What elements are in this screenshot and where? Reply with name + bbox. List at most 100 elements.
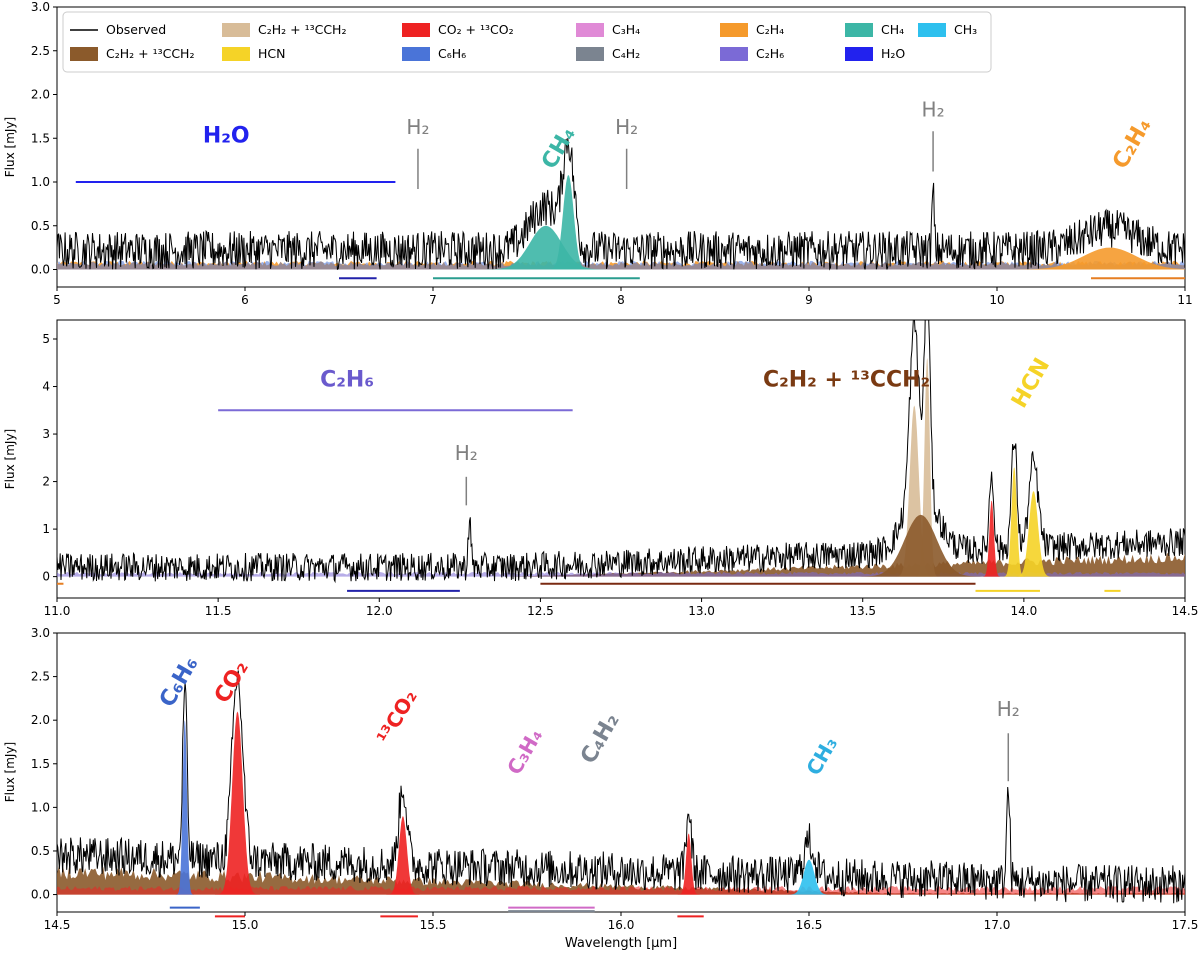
y-tick-label: 2.0: [31, 88, 50, 102]
panel-2-ylabel: Flux [mJy]: [3, 429, 17, 489]
panel-1-axes: 5 6 7 8 9 10 11 0.0 0.5 1.0 1.5 2.0 2.5 3.0: [31, 0, 1193, 307]
x-tick-label: 7: [429, 293, 437, 307]
x-tick-label: 13.0: [688, 604, 715, 618]
x-tick-label: 6: [241, 293, 249, 307]
x-tick-label: 17.5: [1172, 918, 1199, 932]
observed-spectrum: [57, 138, 1185, 271]
model-peak: [894, 405, 934, 577]
legend-swatch: [918, 23, 946, 37]
y-tick-label: 2.5: [31, 670, 50, 684]
panel-2-frame: [56, 319, 1186, 599]
x-tick-label: 14.0: [1010, 604, 1037, 618]
observed-spectrum: [57, 320, 1185, 584]
legend-swatch: [402, 47, 430, 61]
y-tick-label: 5: [42, 332, 50, 346]
y-tick-label: 0.5: [31, 219, 50, 233]
model-peak: [997, 247, 1185, 270]
x-tick-label: 13.5: [849, 604, 876, 618]
observed-spectrum: [57, 670, 1185, 904]
species-label: C₄H₂: [576, 709, 625, 768]
x-tick-label: 5: [53, 293, 61, 307]
panel-2-axes: 11.0 11.5 12.0 12.5 13.0 13.5 14.0 14.5 0 1 2 3 4 5: [42, 332, 1198, 618]
h2-marker-label: H₂: [455, 441, 478, 465]
legend-label: CH₄: [881, 22, 904, 37]
y-tick-label: 3: [42, 427, 50, 441]
legend-label: C₄H₂: [612, 46, 640, 61]
y-tick-label: 1.0: [31, 175, 50, 189]
species-label: ¹³CO₂: [372, 686, 422, 748]
y-tick-label: 2.0: [31, 713, 50, 727]
model-peak: [786, 859, 832, 895]
panel-2-annotations: H₂ C₂H₆ C₂H₂ + ¹³CCH₂ HCN: [57, 354, 1121, 592]
species-label: HCN: [1007, 354, 1055, 412]
legend-swatch: [576, 47, 604, 61]
panel-3-series: [57, 670, 1185, 904]
model-peak: [478, 225, 614, 270]
x-tick-label: 11.0: [44, 604, 71, 618]
y-tick-label: 3.0: [31, 0, 50, 14]
model-peak: [915, 358, 939, 577]
legend-frame: [62, 11, 992, 73]
model-peak: [386, 816, 420, 895]
y-tick-label: 0.0: [31, 888, 50, 902]
y-tick-label: 1.5: [31, 757, 50, 771]
x-tick-label: 15.0: [232, 918, 259, 932]
species-label: CH₃: [801, 733, 842, 780]
y-tick-label: 1.0: [31, 800, 50, 814]
x-tick-label: 10: [989, 293, 1004, 307]
y-tick-label: 0: [42, 570, 50, 584]
legend-label: C₂H₂ + ¹³CCH₂: [258, 22, 346, 37]
legend-label: C₂H₆: [756, 46, 784, 61]
panel-3-ylabel: Flux [mJy]: [3, 742, 17, 802]
model-fill-1: [57, 865, 1185, 895]
x-tick-label: 8: [617, 293, 625, 307]
model-peak: [175, 720, 194, 895]
x-tick-label: 9: [805, 293, 813, 307]
legend-swatch: [845, 47, 873, 61]
panel-1-ylabel: Flux [mJy]: [3, 117, 17, 177]
x-tick-label: 16.5: [796, 918, 823, 932]
legend-label: C₂H₄: [756, 22, 784, 37]
species-label: CO₂: [210, 657, 254, 708]
legend-label: C₆H₆: [438, 46, 466, 61]
y-tick-label: 0.5: [31, 844, 50, 858]
species-label: C₃H₄: [502, 724, 547, 778]
model-peak: [545, 175, 591, 270]
panel-1-series: [57, 138, 1185, 271]
species-label: CH₄: [537, 123, 581, 174]
x-tick-label: 12.5: [527, 604, 554, 618]
legend-swatch: [402, 23, 430, 37]
legend-label: CH₃: [954, 22, 977, 37]
legend: Observed C₂H₂ + ¹³CCH₂ C₂H₂ + ¹³CCH₂ HCN CO₂…: [62, 11, 992, 73]
panel-3: H₂ C₆H₆ CO₂ ¹³CO₂ C₃H₄ C₄H₂ CH₃ 14.5 15.0 15.5 16…: [3, 626, 1198, 932]
h2-marker-label: H₂: [406, 115, 429, 139]
x-tick-label: 12.0: [366, 604, 393, 618]
model-peak: [1014, 491, 1053, 577]
legend-swatch: [222, 23, 250, 37]
species-label: H₂O: [203, 124, 250, 149]
h2-marker-label: H₂: [922, 97, 945, 121]
y-tick-label: 2: [42, 475, 50, 489]
legend-swatch: [70, 47, 98, 61]
legend-label: H₂O: [881, 46, 905, 61]
x-tick-label: 15.5: [420, 918, 447, 932]
legend-label: C₃H₄: [612, 22, 640, 37]
x-axis-label: Wavelength [μm]: [565, 936, 677, 951]
h2-marker-label: H₂: [997, 697, 1020, 721]
h2-marker-label: H₂: [615, 115, 638, 139]
legend-swatch: [845, 23, 873, 37]
x-tick-label: 14.5: [1172, 604, 1199, 618]
species-label: C₂H₆: [320, 368, 374, 393]
panel-2-series: [57, 320, 1185, 584]
y-tick-label: 3.0: [31, 626, 50, 640]
model-peak: [853, 514, 989, 577]
x-tick-label: 11: [1177, 293, 1192, 307]
legend-swatch: [720, 23, 748, 37]
legend-swatch: [576, 23, 604, 37]
x-tick-label: 11.5: [205, 604, 232, 618]
model-peak: [214, 711, 261, 895]
x-tick-label: 16.0: [608, 918, 635, 932]
model-peak: [1002, 467, 1026, 577]
